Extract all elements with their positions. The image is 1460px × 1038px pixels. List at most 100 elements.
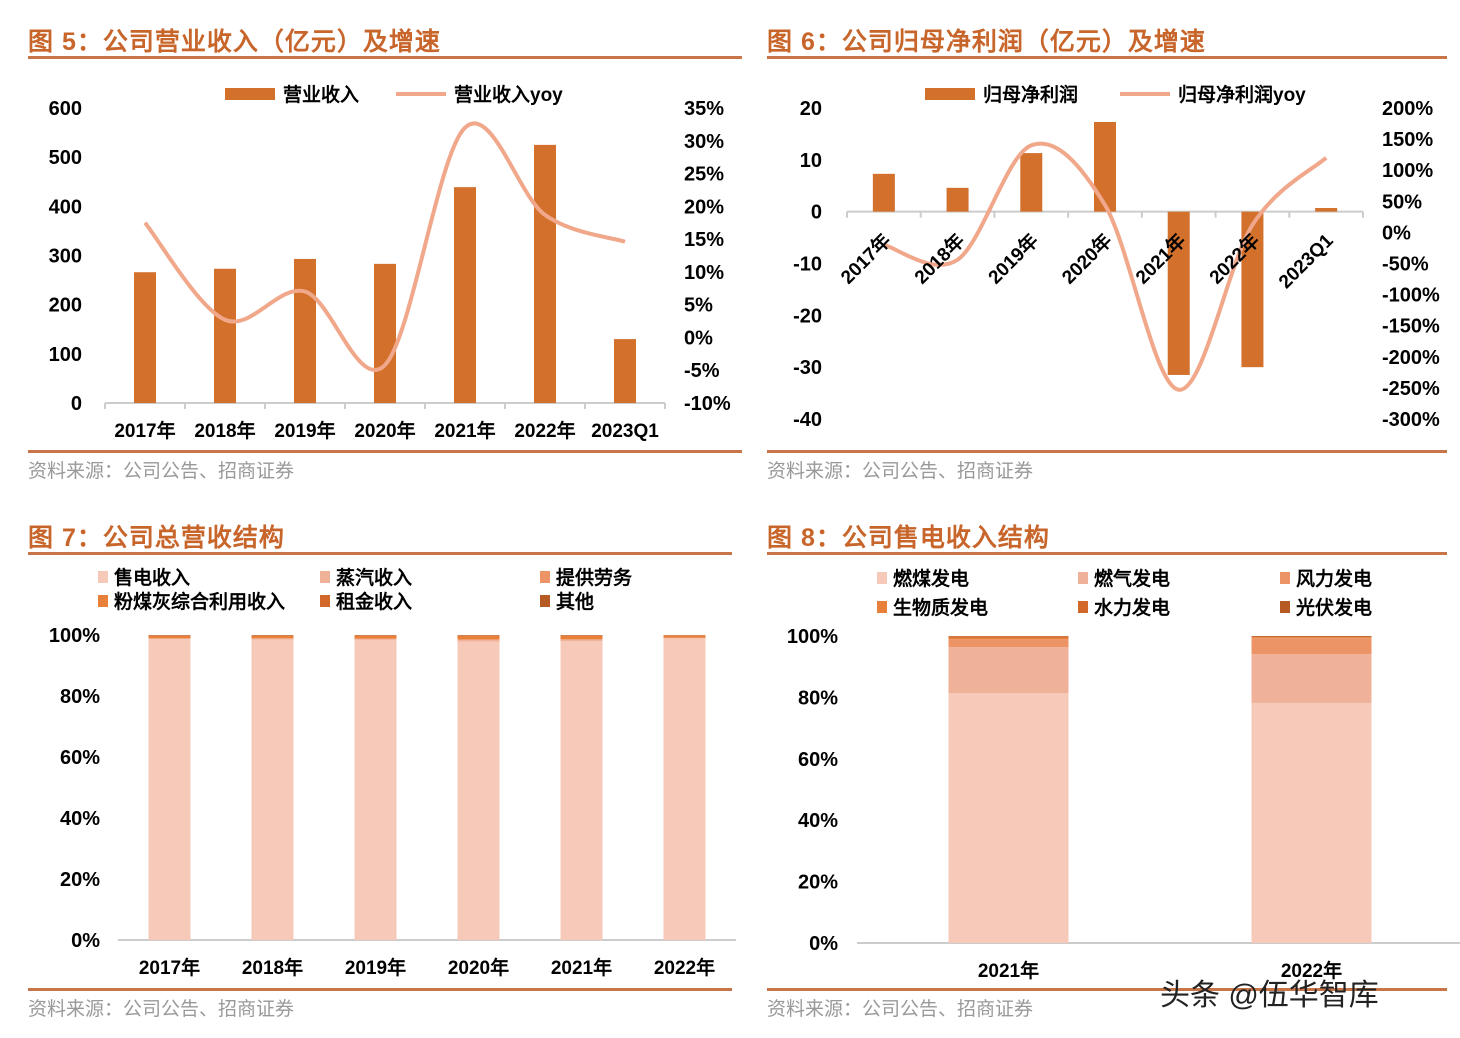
stacked-bar-segment [457, 635, 500, 636]
stacked-bar-segment [1251, 637, 1372, 639]
watermark: 头条 @伍华智库 [1160, 979, 1379, 1012]
divider [28, 450, 742, 453]
y-tick-label: 60% [60, 747, 100, 769]
stacked-bar-segment [251, 635, 294, 636]
y2-tick-label: -300% [1382, 409, 1440, 431]
legend-label: 归母净利润 [983, 83, 1078, 106]
stacked-bar-segment [457, 635, 500, 640]
bar [534, 144, 556, 403]
y2-tick-label: -100% [1382, 285, 1440, 307]
stacked-bar-segment [148, 635, 191, 639]
legend-label: 租金收入 [336, 590, 412, 613]
legend-label: 其他 [556, 590, 594, 613]
bar [1094, 121, 1116, 212]
divider [767, 552, 1447, 555]
legend-label: 光伏发电 [1295, 596, 1372, 619]
y-tick-label: 0 [811, 202, 822, 224]
divider [767, 450, 1447, 453]
legend-swatch [1078, 601, 1088, 613]
stacked-bar-segment [251, 635, 294, 639]
y-tick-label: -10 [793, 254, 822, 276]
y2-tick-label: -50% [1382, 254, 1429, 276]
y-tick-label: 500 [49, 147, 82, 169]
stacked-bar-segment [663, 638, 706, 639]
stacked-bar-segment [354, 635, 397, 636]
y2-tick-label: -250% [1382, 378, 1440, 400]
legend-label: 提供劳务 [556, 566, 633, 589]
y-tick-label: 80% [60, 686, 100, 708]
y-tick-label: 300 [49, 246, 82, 268]
y2-tick-label: -150% [1382, 316, 1440, 338]
figure-6: 图 6：公司归母净利润（亿元）及增速 资料来源：公司公告、招商证券 [767, 22, 1447, 492]
legend-swatch [925, 88, 975, 100]
y-tick-label: 60% [798, 749, 838, 771]
legend-label: 蒸汽收入 [336, 566, 412, 589]
legend-label: 售电收入 [113, 566, 190, 589]
y-tick-label: 200 [49, 295, 82, 317]
stacked-bar-segment [560, 639, 603, 642]
y-tick-label: 80% [798, 687, 838, 709]
y2-tick-label: 25% [684, 164, 724, 186]
y2-tick-label: 20% [684, 196, 724, 218]
figure-title: 图 6：公司归母净利润（亿元）及增速 [767, 28, 1206, 56]
stacked-bar-segment [948, 693, 1069, 943]
stacked-bar-segment [148, 639, 191, 940]
y2-tick-label: 200% [1382, 98, 1433, 120]
bar [614, 339, 636, 403]
figure-title: 图 8：公司售电收入结构 [767, 524, 1050, 552]
stacked-bar-segment [1251, 702, 1372, 943]
y-tick-label: 20 [800, 98, 822, 120]
stacked-bar-segment [663, 638, 706, 940]
stacked-bar-segment [354, 635, 397, 639]
y2-tick-label: -10% [684, 393, 731, 415]
legend-swatch [1280, 572, 1290, 584]
legend-label: 生物质发电 [893, 596, 988, 619]
figure-8: 图 8：公司售电收入结构 资料来源：公司公告、招商证券 [767, 518, 1447, 1028]
stacked-bar-segment [457, 641, 500, 940]
stacked-bar-segment [948, 639, 1069, 648]
bar [374, 263, 396, 403]
stacked-bar-segment [457, 639, 500, 641]
bar [1241, 211, 1264, 368]
x-tick-label: 2021年 [434, 419, 495, 442]
stacked-bar-segment [560, 635, 603, 640]
stacked-bar-segment [457, 640, 500, 642]
legend-swatch [540, 595, 550, 607]
y-tick-label: -20 [793, 305, 822, 327]
x-tick-label: 2020年 [354, 419, 415, 442]
y2-tick-label: -200% [1382, 347, 1440, 369]
y-tick-label: 100 [49, 344, 82, 366]
stacked-bar-segment [948, 647, 1069, 694]
stacked-bar-segment [251, 639, 294, 940]
figure-title: 图 7：公司总营收结构 [28, 524, 285, 552]
legend-label: 水力发电 [1094, 596, 1170, 619]
y2-tick-label: 0% [684, 327, 713, 349]
y-tick-label: 0 [71, 393, 82, 415]
x-tick-label: 2020年 [1057, 229, 1117, 289]
x-tick-label: 2017年 [139, 956, 200, 979]
stacked-bar-segment [1251, 654, 1372, 703]
y2-tick-label: 0% [1382, 222, 1411, 244]
y-tick-label: 100% [49, 625, 100, 647]
source-note: 资料来源：公司公告、招商证券 [767, 461, 1034, 482]
bar [872, 173, 895, 212]
stacked-bar-segment [948, 636, 1069, 638]
x-tick-label: 2017年 [114, 419, 175, 442]
legend-label: 燃煤发电 [893, 567, 969, 590]
x-tick-label: 2022年 [654, 956, 715, 979]
stacked-bar-segment [148, 638, 191, 640]
stacked-bar-segment [1251, 636, 1372, 637]
legend-label: 营业收入yoy [454, 83, 563, 106]
y2-tick-label: 30% [684, 131, 724, 153]
y-tick-label: 400 [49, 196, 82, 218]
stacked-bar-segment [354, 638, 397, 640]
x-tick-label: 2019年 [274, 419, 335, 442]
bar [134, 272, 156, 403]
figure-7: 图 7：公司总营收结构 资料来源：公司公告、招商证券 [28, 518, 732, 1028]
stacked-bar-segment [1251, 636, 1372, 638]
legend-swatch [225, 88, 275, 100]
legend-swatch [1078, 572, 1088, 584]
x-tick-label: 2019年 [983, 229, 1043, 289]
bar [214, 268, 236, 403]
